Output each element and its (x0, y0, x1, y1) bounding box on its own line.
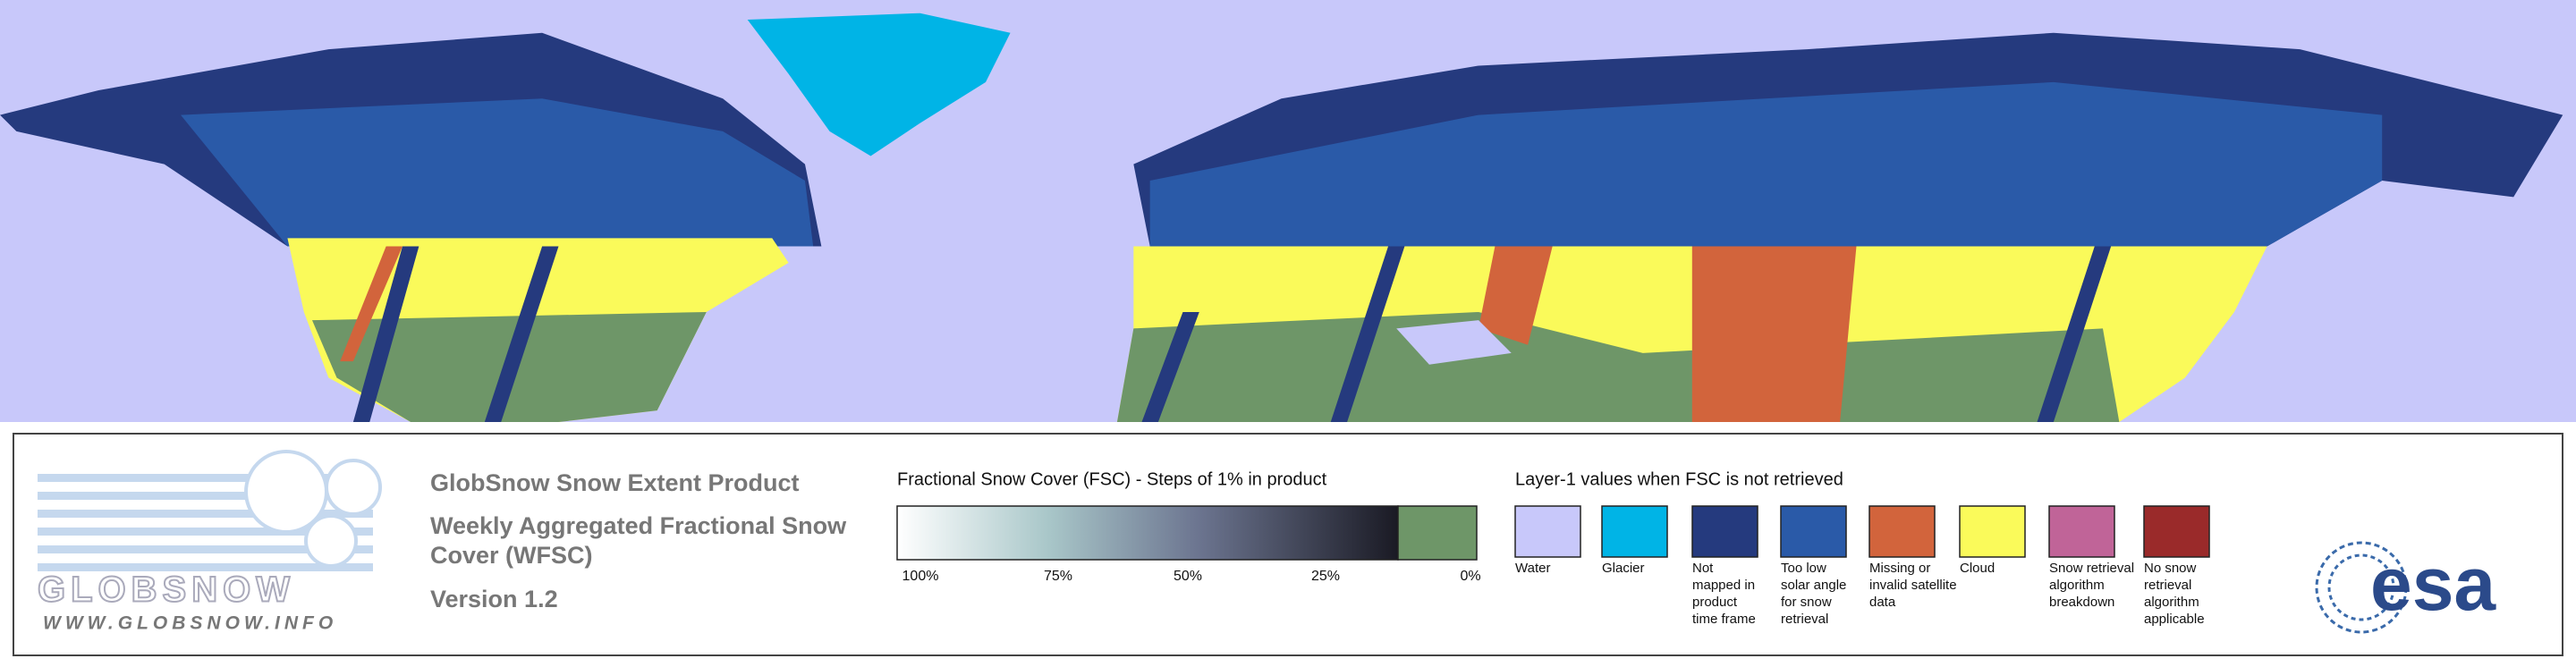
legend-swatch (1780, 505, 1847, 558)
legend-label: time frame (1692, 612, 1756, 627)
legend-label: retrieval (1781, 612, 1828, 627)
legend-label: Water (1515, 561, 1550, 576)
legend-label: product (1692, 595, 1738, 610)
stripe (1479, 246, 1553, 345)
land (181, 98, 814, 247)
legend-swatch (2143, 505, 2210, 558)
legend-label: Not (1692, 561, 1714, 576)
layer1-legend-title: Layer-1 values when FSC is not retrieved (1515, 469, 1843, 489)
fsc-ticks: 100% 75% 50% 25% 0% (902, 569, 1481, 584)
logo-stripe (38, 510, 373, 518)
snow-map (0, 0, 2576, 423)
legend-label: applicable (2144, 612, 2205, 627)
legend-label: mapped in (1692, 578, 1755, 593)
product-version: Version 1.2 (430, 586, 558, 612)
logo-stripe (38, 563, 373, 571)
fsc-tick-label: 25% (1311, 569, 1340, 584)
logo-stripe (38, 474, 373, 482)
legend-swatch (1601, 505, 1668, 558)
fsc-gradient (896, 505, 1399, 561)
product-subtitle: Weekly Aggregated Fractional Snow (430, 512, 847, 539)
legend-swatch (2048, 505, 2115, 558)
product-title: GlobSnow Snow Extent Product (430, 469, 800, 496)
legend-swatch (1514, 505, 1581, 558)
globsnow-logo: GLOBSNOW WWW.GLOBSNOW.INFO (37, 450, 382, 634)
stripe (1330, 246, 1405, 423)
stripe (1141, 311, 1199, 423)
legend-label: Snow retrieval (2049, 561, 2134, 576)
snowflake (304, 514, 358, 568)
product-subtitle: Cover (WFSC) (430, 542, 593, 569)
esa-swirl (2315, 541, 2408, 634)
legend-label: No snow (2144, 561, 2197, 576)
fsc-tick-label: 0% (1460, 569, 1480, 584)
esa-logo: esa (2315, 541, 2496, 634)
legend-label: Cloud (1960, 561, 1995, 576)
fsc-tick-label: 50% (1174, 569, 1202, 584)
esa-name: esa (2370, 542, 2496, 626)
logo-stripe (38, 492, 373, 500)
logo-stripe (38, 545, 373, 553)
logo-stripe (38, 528, 373, 536)
fsc-tick-label: 100% (902, 569, 939, 584)
land (1149, 81, 2383, 247)
snowflake (325, 459, 382, 516)
legend-label: algorithm (2049, 578, 2105, 593)
esa-swirl (2327, 553, 2395, 621)
sea (1396, 320, 1512, 365)
legend-label: for snow (1781, 595, 1832, 610)
legend-label: Too low (1781, 561, 1826, 576)
stripe (340, 246, 402, 362)
fsc-zero (1397, 505, 1478, 561)
legend-label: breakdown (2049, 595, 2114, 610)
glacier (747, 13, 1011, 156)
legend-label: invalid satellite (1869, 578, 1957, 593)
legend-label: Glacier (1602, 561, 1645, 576)
stripe (352, 246, 419, 423)
logo-name: GLOBSNOW (38, 570, 295, 610)
stripe (484, 246, 559, 423)
stripe (2037, 246, 2112, 423)
legend-label: data (1869, 595, 1896, 610)
legend-label: retrieval (2144, 578, 2191, 593)
fsc-legend-title: Fractional Snow Cover (FSC) - Steps of 1… (897, 469, 1327, 489)
layer1-items: Water Glacier Not mapped in product time fram… (1514, 505, 2210, 627)
logo-url: WWW.GLOBSNOW.INFO (43, 613, 337, 634)
legend-label: algorithm (2144, 595, 2199, 610)
stripe (1691, 246, 1857, 423)
legend-label: solar angle (1781, 578, 1846, 593)
legend-swatch (1959, 505, 2026, 558)
legend-label: Missing or (1869, 561, 1930, 576)
legend-swatch (1691, 505, 1758, 558)
legend-swatch (1868, 505, 1936, 558)
fsc-tick-label: 75% (1044, 569, 1072, 584)
